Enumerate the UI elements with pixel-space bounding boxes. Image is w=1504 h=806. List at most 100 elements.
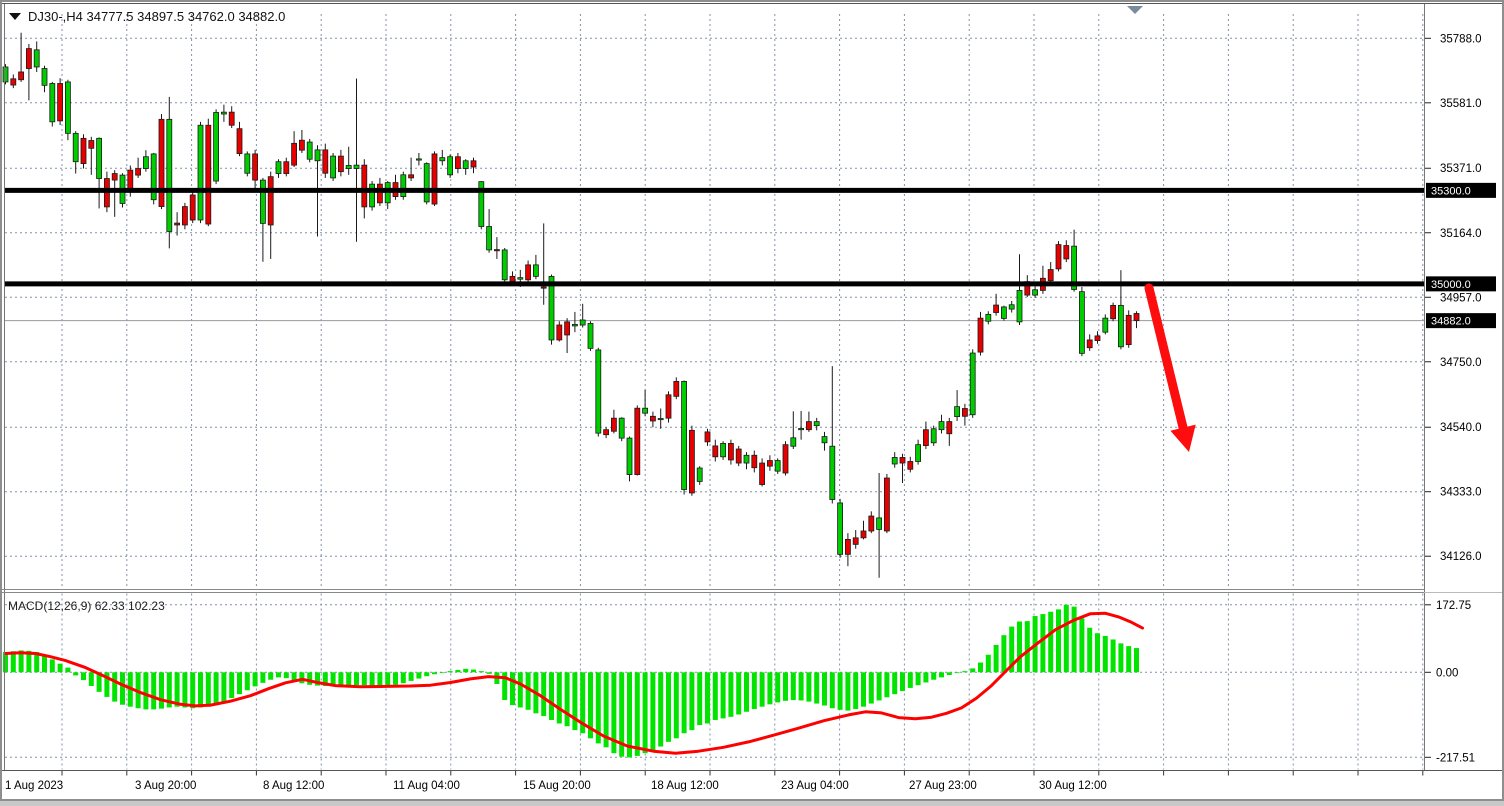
macd-bar [970, 668, 976, 673]
trend-arrow-annotation[interactable] [1144, 283, 1196, 452]
bear-candle [431, 153, 438, 205]
macd-bar [588, 672, 593, 739]
macd-bar [260, 672, 266, 683]
bear-candle [806, 421, 812, 431]
bear-candle [111, 173, 118, 181]
bull-candle [213, 112, 220, 182]
macd-bar [806, 672, 812, 702]
bull-candle [275, 161, 282, 174]
bear-candle [564, 321, 570, 336]
macd-bar [237, 672, 242, 695]
macd-bar [1102, 635, 1108, 673]
time-axis-label: 27 Aug 23:00 [909, 780, 977, 792]
macd-bar [221, 672, 227, 702]
macd-bar [884, 672, 890, 698]
macd-bar [1048, 611, 1054, 673]
macd-bar [705, 672, 710, 724]
bull-candle [891, 457, 898, 465]
macd-bar [564, 672, 570, 727]
macd-bar [361, 672, 367, 686]
bull-candle [1008, 304, 1015, 310]
bear-candle [10, 78, 17, 86]
macd-axis: 172.75 0.00 -217.51 [1424, 600, 1475, 764]
bull-candle [1032, 289, 1038, 296]
macd-bar [907, 672, 913, 688]
macd-bar [307, 672, 313, 685]
macd-bar [190, 672, 196, 709]
bear-candle [962, 408, 968, 417]
bear-candle [782, 444, 789, 474]
macd-bar [759, 672, 765, 707]
macd-bar [283, 672, 289, 679]
bear-candle [493, 249, 500, 252]
last-price-tag [1426, 313, 1496, 329]
bull-candle [837, 502, 843, 555]
macd-bar [736, 672, 742, 715]
time-axis-label: 18 Aug 12:00 [651, 780, 719, 792]
bear-candle [556, 324, 563, 341]
bull-candle [353, 164, 360, 169]
macd-bar [1009, 626, 1015, 673]
bull-candle [657, 418, 664, 421]
bull-candle [595, 349, 602, 434]
macd-bar [673, 672, 679, 739]
bear-candle [18, 71, 25, 81]
bull-candle [533, 264, 539, 277]
bull-candle [829, 445, 836, 500]
bull-candle [572, 323, 578, 327]
bear-candle [634, 407, 641, 475]
bull-candle [259, 179, 266, 224]
bear-candle [728, 443, 734, 461]
macd-bar [81, 672, 86, 681]
bear-candle [735, 448, 742, 464]
bull-candle [142, 156, 149, 169]
bull-candle [821, 436, 828, 444]
bull-candle [969, 352, 976, 416]
macd-bar [923, 672, 929, 683]
macd-bar [478, 671, 484, 673]
bull-candle [478, 181, 485, 227]
bull-candle [400, 174, 407, 198]
bear-candle [174, 222, 181, 226]
bear-candle [470, 160, 477, 168]
macd-bar [720, 672, 726, 719]
macd-bar [603, 672, 609, 748]
macd-bar [900, 672, 905, 692]
bull-candle [369, 183, 376, 208]
time-axis[interactable]: 1 Aug 2023 3 Aug 20:00 8 Aug 12:00 11 Aug 0… [5, 770, 1424, 793]
macd-bar [868, 672, 874, 704]
bear-candle [291, 142, 298, 166]
bear-candle [689, 429, 695, 494]
macd-bar [486, 672, 492, 674]
macd-bar [49, 659, 55, 673]
macd-bar [985, 654, 991, 673]
macd-bar [447, 671, 453, 673]
macd-bar [26, 650, 32, 673]
bull-candle [49, 83, 56, 123]
macd-bar [244, 672, 250, 691]
macd-bar [73, 672, 79, 676]
macd-bar [775, 672, 781, 703]
bull-candle [1118, 304, 1124, 348]
bull-candle [985, 314, 992, 322]
panel-borders [0, 3, 1504, 771]
macd-bar [541, 672, 547, 717]
bull-candle [197, 124, 204, 221]
time-axis-label: 23 Aug 04:00 [781, 780, 849, 792]
macd-bar [853, 672, 859, 710]
symbol-dropdown-icon[interactable] [9, 13, 21, 20]
price-axis[interactable]: 35788.0 35581.0 35371.0 35164.0 34957.0 34750… [1424, 33, 1482, 563]
bull-candle [33, 49, 40, 68]
macd-bar [689, 672, 695, 731]
macd-bar [151, 672, 157, 710]
macd-bar [315, 672, 320, 686]
macd-bar [767, 672, 773, 705]
candlestick-series[interactable] [2, 32, 1140, 578]
horizontal-level-lines[interactable] [5, 187, 1424, 287]
bull-candle [501, 249, 508, 281]
scroll-marker-icon[interactable] [1127, 6, 1143, 14]
bear-candle [252, 153, 259, 181]
macd-bar [408, 672, 414, 681]
